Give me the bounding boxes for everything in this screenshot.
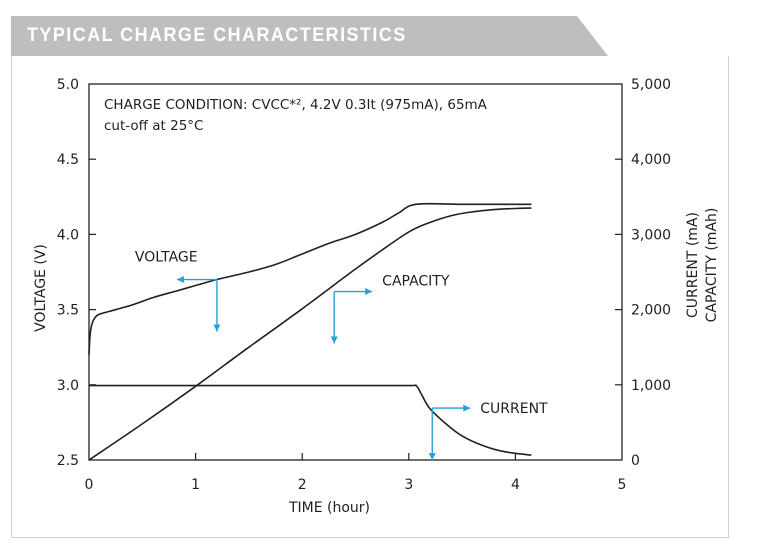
y-right-tick-label: 5,000: [631, 77, 671, 93]
x-tick-label: 2: [298, 477, 307, 493]
y-left-tick-label: 4.0: [57, 227, 79, 243]
voltage-series-line: [88, 202, 532, 355]
x-tick-label: 5: [618, 477, 627, 493]
y-right-tick-label: 1,000: [631, 378, 671, 394]
current-axis-arrowhead: [463, 404, 471, 412]
x-tick-label: 3: [404, 477, 413, 493]
y-left-axis-label: VOLTAGE (V): [33, 244, 49, 332]
voltage-axis-arrowhead: [176, 276, 184, 284]
y-right-tick-label: 3,000: [631, 227, 671, 243]
capacity-axis-arrowhead: [365, 288, 373, 296]
voltage-series-label: VOLTAGE: [135, 250, 198, 266]
charge-condition-line1: CHARGE CONDITION: CVCC*², 4.2V 0.3It (97…: [104, 97, 488, 113]
y-right-tick-label: 0: [631, 453, 640, 469]
y-right-tick-label: 4,000: [631, 152, 671, 168]
x-axis-label: TIME (hour): [288, 500, 370, 516]
y-right-axis-label-current: CURRENT (mA): [685, 212, 701, 318]
x-tick-label: 1: [191, 477, 200, 493]
charge-condition-line2: cut-off at 25°C: [104, 118, 203, 134]
y-left-tick-label: 3.0: [57, 378, 79, 394]
current-series-label: CURRENT: [480, 401, 548, 417]
chart-header: TYPICAL CHARGE CHARACTERISTICS: [11, 16, 608, 56]
header-banner: [11, 16, 608, 56]
y-left-tick-label: 2.5: [57, 453, 79, 469]
current-series-line: [89, 384, 532, 456]
y-left-tick-label: 3.5: [57, 303, 79, 319]
plot-frame: [88, 83, 623, 461]
y-left-tick-label: 5.0: [57, 77, 79, 93]
x-tick-label: 0: [85, 477, 94, 493]
header-title: TYPICAL CHARGE CHARACTERISTICS: [27, 24, 407, 46]
y-right-tick-label: 2,000: [631, 303, 671, 319]
capacity-axis-arrowhead-down: [330, 336, 338, 344]
current-axis-arrowhead-down: [428, 453, 436, 461]
chart-panel: [11, 56, 729, 538]
x-tick-label: 4: [511, 477, 520, 493]
capacity-series-line: [88, 207, 532, 461]
capacity-series-label: CAPACITY: [382, 274, 450, 290]
voltage-axis-arrowhead-down: [213, 324, 221, 332]
y-left-tick-label: 4.5: [57, 152, 79, 168]
y-right-axis-label-capacity: CAPACITY (mAh): [704, 208, 720, 323]
